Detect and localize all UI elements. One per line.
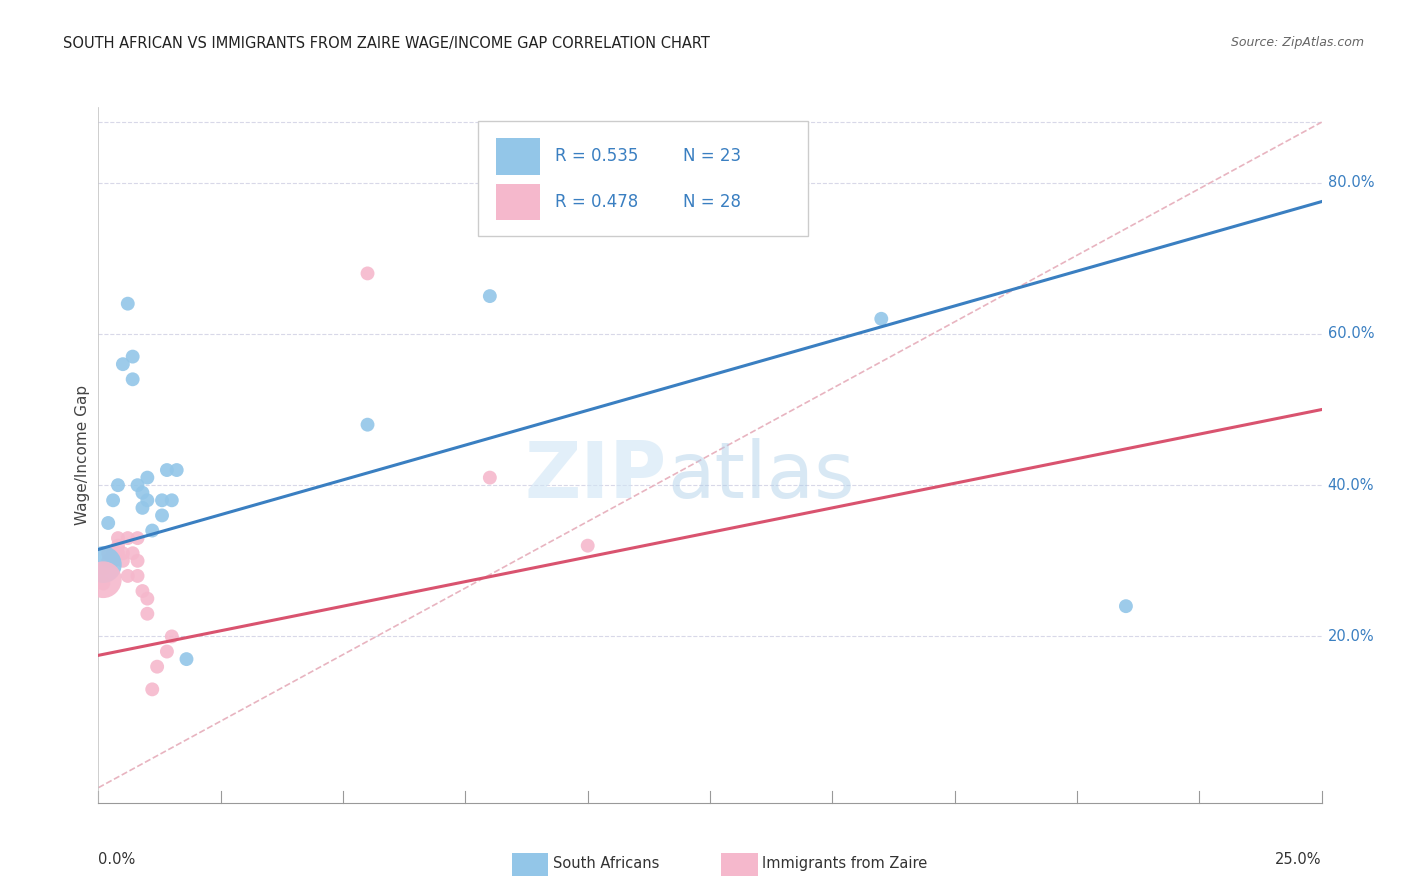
Text: 40.0%: 40.0% [1327,478,1374,492]
Point [127,569,149,583]
Text: Immigrants from Zaire: Immigrants from Zaire [762,856,928,871]
FancyBboxPatch shape [496,184,540,219]
FancyBboxPatch shape [496,138,540,175]
Text: Source: ZipAtlas.com: Source: ZipAtlas.com [1230,36,1364,49]
Point [107,546,129,560]
Text: 60.0%: 60.0% [1327,326,1374,342]
Text: 20.0%: 20.0% [1327,629,1375,644]
Point [356,267,378,281]
Point [101,493,124,508]
Point [121,546,143,560]
Point [150,493,173,508]
Point [97,516,120,530]
Point [136,591,159,606]
Point [576,539,599,553]
Point [160,629,183,643]
Text: R = 0.478: R = 0.478 [555,193,638,211]
FancyBboxPatch shape [478,121,808,235]
Point [166,463,188,477]
Point [101,554,124,568]
Point [91,558,114,572]
Point [1115,599,1137,614]
Point [91,573,114,587]
Point [131,584,153,599]
Point [117,531,139,545]
Point [111,554,134,568]
Point [146,659,169,673]
Text: South Africans: South Africans [553,856,659,871]
Text: N = 23: N = 23 [683,147,741,165]
Text: atlas: atlas [668,438,855,514]
Point [127,554,149,568]
Point [160,493,183,508]
Point [111,546,134,560]
Text: N = 28: N = 28 [683,193,741,211]
Point [97,546,120,560]
Point [136,607,159,621]
Text: 25.0%: 25.0% [1275,852,1322,866]
Point [117,296,139,310]
Text: ZIP: ZIP [524,438,668,514]
Point [131,500,153,515]
Y-axis label: Wage/Income Gap: Wage/Income Gap [75,384,90,525]
Point [176,652,198,666]
Point [141,524,163,538]
Point [131,485,153,500]
Point [107,531,129,545]
Point [91,561,114,575]
Point [97,554,120,568]
Point [156,644,179,658]
Point [101,554,124,568]
Point [117,569,139,583]
Point [136,493,159,508]
Point [111,357,134,371]
Point [121,372,143,386]
Point [478,289,501,303]
Text: R = 0.535: R = 0.535 [555,147,638,165]
Text: 80.0%: 80.0% [1327,175,1374,190]
Point [107,539,129,553]
Point [870,311,893,326]
Point [107,478,129,492]
Point [101,546,124,560]
Point [127,478,149,492]
Text: 0.0%: 0.0% [98,852,135,866]
Point [121,350,143,364]
Point [127,531,149,545]
Point [356,417,378,432]
Point [141,682,163,697]
Point [150,508,173,523]
Point [478,470,501,484]
Point [156,463,179,477]
Point [91,576,114,591]
Text: SOUTH AFRICAN VS IMMIGRANTS FROM ZAIRE WAGE/INCOME GAP CORRELATION CHART: SOUTH AFRICAN VS IMMIGRANTS FROM ZAIRE W… [63,36,710,51]
Point [136,470,159,484]
